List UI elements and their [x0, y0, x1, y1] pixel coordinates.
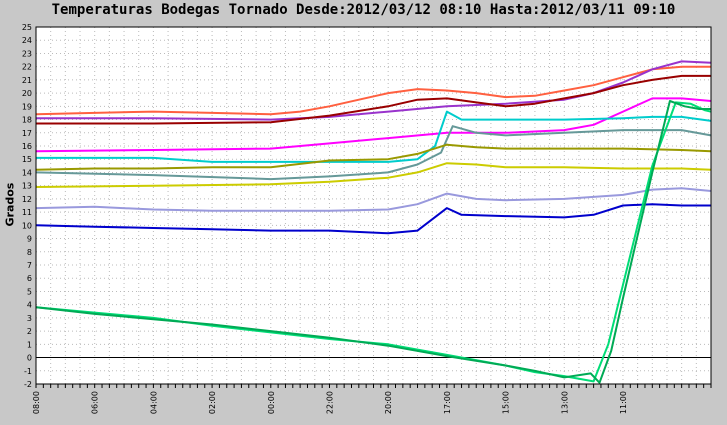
series-line [35, 203, 711, 235]
x-tick-label: 13:00 [560, 391, 569, 414]
y-tick-label: 8 [27, 248, 32, 257]
y-tick-label: 21 [22, 76, 32, 85]
x-tick-label: 04:00 [149, 391, 158, 414]
y-tick-label: 7 [27, 261, 32, 270]
series-line [35, 143, 712, 171]
y-tick-label: 18 [22, 116, 32, 125]
y-tick-label: 3 [27, 314, 32, 323]
y-tick-label: 23 [22, 49, 32, 58]
y-tick-label: 0 [27, 354, 32, 363]
x-tick-label: 17:00 [443, 391, 452, 414]
y-tick-label: -1 [24, 367, 32, 376]
x-tick-label: 02:00 [208, 391, 217, 414]
x-tick-label: 06:00 [91, 391, 100, 414]
series-line [35, 162, 712, 188]
series-line [36, 110, 712, 163]
y-tick-label: 20 [22, 89, 32, 98]
y-tick-label: 12 [22, 195, 32, 204]
series-line [35, 100, 711, 384]
series-line [35, 125, 712, 181]
plot-frame [35, 26, 712, 385]
y-tick-label: 16 [22, 142, 32, 151]
y-tick-label: -2 [24, 380, 32, 389]
y-tick-label: 10 [22, 221, 32, 230]
x-tick-label: 22:00 [325, 391, 334, 414]
y-tick-label: 25 [22, 23, 32, 32]
y-tick-label: 14 [22, 168, 32, 177]
y-tick-label: 9 [27, 235, 32, 244]
x-tick-label: 11:00 [619, 391, 628, 414]
y-tick-label: 13 [22, 182, 32, 191]
y-tick-label: 15 [22, 155, 32, 164]
series-line [35, 97, 712, 153]
chart-title: Temperaturas Bodegas Tornado Desde:2012/… [51, 2, 676, 18]
x-tick-label: 15:00 [502, 391, 511, 414]
series-line [35, 65, 711, 116]
y-tick-label: 17 [22, 129, 32, 138]
y-tick-label: 11 [22, 208, 32, 217]
y-tick-label: 1 [27, 340, 32, 349]
series-line [36, 60, 712, 121]
y-tick-label: 6 [27, 274, 32, 283]
series-line [36, 74, 711, 125]
y-tick-label: 22 [22, 63, 32, 72]
series-line [35, 187, 712, 212]
x-tick-label: 08:00 [32, 391, 41, 414]
y-tick-label: 5 [27, 287, 32, 296]
y-tick-label: 24 [22, 36, 32, 45]
x-tick-label: 20:00 [384, 391, 393, 414]
y-tick-label: 19 [22, 102, 32, 111]
y-tick-label: 4 [27, 301, 32, 310]
x-tick-label: 00:00 [267, 391, 276, 414]
y-tick-label: 2 [27, 327, 32, 336]
